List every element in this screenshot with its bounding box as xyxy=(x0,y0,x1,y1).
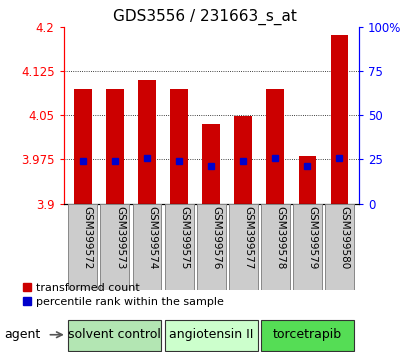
Bar xyxy=(74,88,91,204)
Text: GSM399577: GSM399577 xyxy=(243,206,253,269)
Bar xyxy=(202,124,220,204)
Bar xyxy=(106,88,124,204)
Text: solvent control: solvent control xyxy=(68,328,161,341)
Text: torcetrapib: torcetrapib xyxy=(272,328,341,341)
Bar xyxy=(132,204,161,290)
Bar xyxy=(170,88,187,204)
Bar xyxy=(292,204,321,290)
Text: GDS3556 / 231663_s_at: GDS3556 / 231663_s_at xyxy=(113,9,296,25)
Legend: transformed count, percentile rank within the sample: transformed count, percentile rank withi… xyxy=(18,279,227,311)
Text: GSM399575: GSM399575 xyxy=(179,206,189,269)
Text: GSM399576: GSM399576 xyxy=(211,206,220,269)
Text: GSM399580: GSM399580 xyxy=(339,206,348,269)
Bar xyxy=(228,204,257,290)
Bar xyxy=(164,320,257,350)
Text: GSM399578: GSM399578 xyxy=(275,206,285,269)
Bar xyxy=(298,156,315,204)
Bar xyxy=(138,80,155,204)
Text: GSM399574: GSM399574 xyxy=(146,206,157,269)
Text: angiotensin II: angiotensin II xyxy=(169,328,253,341)
Bar xyxy=(266,88,283,204)
Text: GSM399579: GSM399579 xyxy=(307,206,317,269)
Bar xyxy=(68,204,97,290)
Bar xyxy=(260,204,289,290)
Bar xyxy=(330,35,348,204)
Bar xyxy=(234,116,252,204)
Bar xyxy=(68,320,161,350)
Text: agent: agent xyxy=(4,328,40,341)
Text: GSM399572: GSM399572 xyxy=(83,206,92,269)
Bar xyxy=(324,204,353,290)
Text: GSM399573: GSM399573 xyxy=(115,206,125,269)
Bar xyxy=(164,204,193,290)
Bar xyxy=(196,204,225,290)
Bar xyxy=(260,320,353,350)
Bar xyxy=(100,204,129,290)
